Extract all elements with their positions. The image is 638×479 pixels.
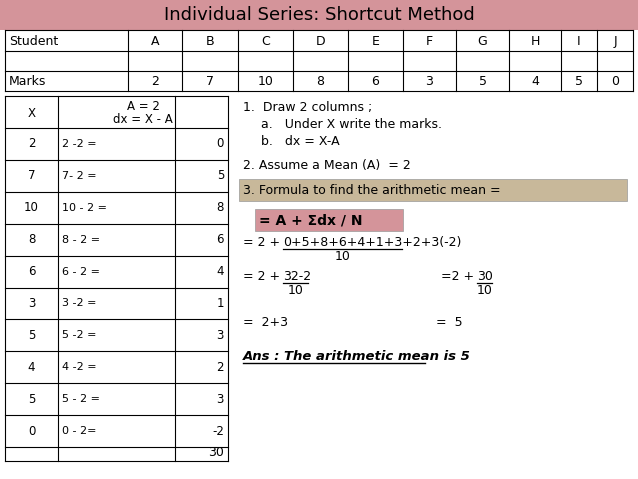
FancyBboxPatch shape bbox=[255, 209, 403, 231]
Text: B: B bbox=[205, 34, 214, 47]
Text: 4: 4 bbox=[27, 361, 35, 374]
Text: 32-2: 32-2 bbox=[283, 270, 311, 283]
Text: 0: 0 bbox=[217, 137, 224, 150]
Text: 3: 3 bbox=[217, 393, 224, 406]
Text: 0: 0 bbox=[611, 75, 619, 88]
Text: F: F bbox=[426, 34, 433, 47]
Text: = 2 +: = 2 + bbox=[243, 236, 284, 249]
Text: 1: 1 bbox=[216, 297, 224, 310]
Text: 2. Assume a Mean (A)  = 2: 2. Assume a Mean (A) = 2 bbox=[243, 159, 411, 171]
Text: =  5: = 5 bbox=[436, 316, 463, 329]
Text: 5 - 2 =: 5 - 2 = bbox=[62, 394, 100, 404]
Text: 10: 10 bbox=[334, 251, 350, 263]
Text: E: E bbox=[371, 34, 380, 47]
Text: = A + Σdx / N: = A + Σdx / N bbox=[259, 213, 362, 227]
FancyBboxPatch shape bbox=[0, 0, 638, 30]
Text: 0 - 2=: 0 - 2= bbox=[62, 426, 96, 436]
Text: 10: 10 bbox=[258, 75, 274, 88]
Text: G: G bbox=[478, 34, 487, 47]
Text: 10 - 2 =: 10 - 2 = bbox=[62, 203, 107, 213]
Text: 10: 10 bbox=[477, 285, 493, 297]
Text: 30: 30 bbox=[208, 446, 224, 459]
Text: 7: 7 bbox=[27, 170, 35, 182]
Text: 8: 8 bbox=[316, 75, 325, 88]
Text: 1.  Draw 2 columns ;: 1. Draw 2 columns ; bbox=[243, 101, 372, 114]
Text: 8: 8 bbox=[28, 233, 35, 246]
Text: 8 - 2 =: 8 - 2 = bbox=[62, 235, 100, 245]
Text: 8: 8 bbox=[217, 201, 224, 214]
Text: 2: 2 bbox=[27, 137, 35, 150]
Text: 2: 2 bbox=[216, 361, 224, 374]
Text: Marks: Marks bbox=[9, 75, 47, 88]
Text: 10: 10 bbox=[24, 201, 39, 214]
Text: 2 -2 =: 2 -2 = bbox=[62, 139, 96, 149]
Text: 6: 6 bbox=[216, 233, 224, 246]
Text: X: X bbox=[27, 106, 36, 119]
Text: 7- 2 =: 7- 2 = bbox=[62, 171, 96, 181]
Text: D: D bbox=[316, 34, 325, 47]
Text: 30: 30 bbox=[477, 270, 493, 283]
Text: 3: 3 bbox=[28, 297, 35, 310]
Text: Individual Series: Shortcut Method: Individual Series: Shortcut Method bbox=[163, 6, 475, 24]
Text: 5: 5 bbox=[28, 393, 35, 406]
Text: Student: Student bbox=[9, 34, 58, 47]
Text: b.   dx = X-A: b. dx = X-A bbox=[261, 135, 339, 148]
Text: 5: 5 bbox=[575, 75, 583, 88]
Text: dx = X - A: dx = X - A bbox=[113, 113, 173, 125]
Text: 0+5+8+6+4+1+3+2+3(-2): 0+5+8+6+4+1+3+2+3(-2) bbox=[283, 236, 461, 249]
Text: H: H bbox=[530, 34, 540, 47]
Text: A: A bbox=[151, 34, 160, 47]
FancyBboxPatch shape bbox=[239, 179, 627, 201]
Text: 0: 0 bbox=[28, 424, 35, 437]
Text: 3: 3 bbox=[426, 75, 433, 88]
Text: J: J bbox=[613, 34, 617, 47]
Text: 2: 2 bbox=[151, 75, 159, 88]
Text: 6 - 2 =: 6 - 2 = bbox=[62, 266, 100, 276]
Text: =  2+3: = 2+3 bbox=[243, 316, 288, 329]
Text: 6: 6 bbox=[27, 265, 35, 278]
Text: 3 -2 =: 3 -2 = bbox=[62, 298, 96, 308]
Text: 6: 6 bbox=[371, 75, 380, 88]
Text: a.   Under X write the marks.: a. Under X write the marks. bbox=[261, 117, 442, 130]
Text: -2: -2 bbox=[212, 424, 224, 437]
Text: 4: 4 bbox=[531, 75, 539, 88]
Text: I: I bbox=[577, 34, 581, 47]
Text: 5 -2 =: 5 -2 = bbox=[62, 331, 96, 341]
Text: 3: 3 bbox=[217, 329, 224, 342]
Text: 5: 5 bbox=[217, 170, 224, 182]
Text: 7: 7 bbox=[206, 75, 214, 88]
Text: 5: 5 bbox=[28, 329, 35, 342]
Text: 4: 4 bbox=[216, 265, 224, 278]
Text: 4 -2 =: 4 -2 = bbox=[62, 362, 96, 372]
Text: =2 +: =2 + bbox=[441, 270, 478, 283]
Text: = 2 +: = 2 + bbox=[243, 270, 284, 283]
Text: 5: 5 bbox=[478, 75, 487, 88]
Text: A = 2: A = 2 bbox=[126, 100, 160, 113]
Text: 3. Formula to find the arithmetic mean =: 3. Formula to find the arithmetic mean = bbox=[243, 183, 501, 196]
Text: Ans : The arithmetic mean is 5: Ans : The arithmetic mean is 5 bbox=[243, 350, 471, 363]
Text: C: C bbox=[261, 34, 270, 47]
Text: 10: 10 bbox=[288, 285, 304, 297]
